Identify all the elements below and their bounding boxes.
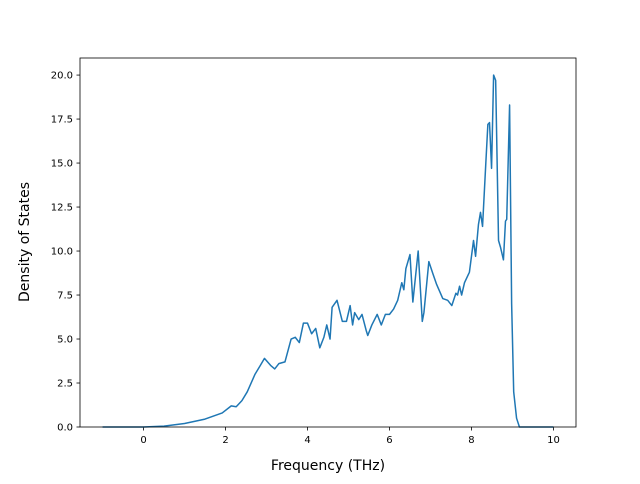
x-axis-label: Frequency (THz) <box>271 458 385 474</box>
x-tick-label: 8 <box>468 435 474 446</box>
plot-frame <box>79 57 577 428</box>
x-tick-label: 10 <box>547 435 560 446</box>
y-tick-label: 15.0 <box>51 159 73 170</box>
y-tick-label: 20.0 <box>51 71 73 82</box>
y-tick-label: 5.0 <box>57 335 73 346</box>
y-tick-label: 7.5 <box>57 291 73 302</box>
x-tick-label: 4 <box>304 435 310 446</box>
x-tick-label: 0 <box>140 435 146 446</box>
y-axis-label: Density of States <box>17 182 33 302</box>
y-tick-label: 12.5 <box>51 203 73 214</box>
x-tick-label: 6 <box>386 435 392 446</box>
line-series <box>102 74 554 428</box>
y-tick-label: 17.5 <box>51 115 73 126</box>
y-tick-label: 0.0 <box>57 423 73 434</box>
y-tick-label: 2.5 <box>57 379 73 390</box>
y-tick-label: 10.0 <box>51 247 73 258</box>
x-tick-label: 2 <box>222 435 228 446</box>
